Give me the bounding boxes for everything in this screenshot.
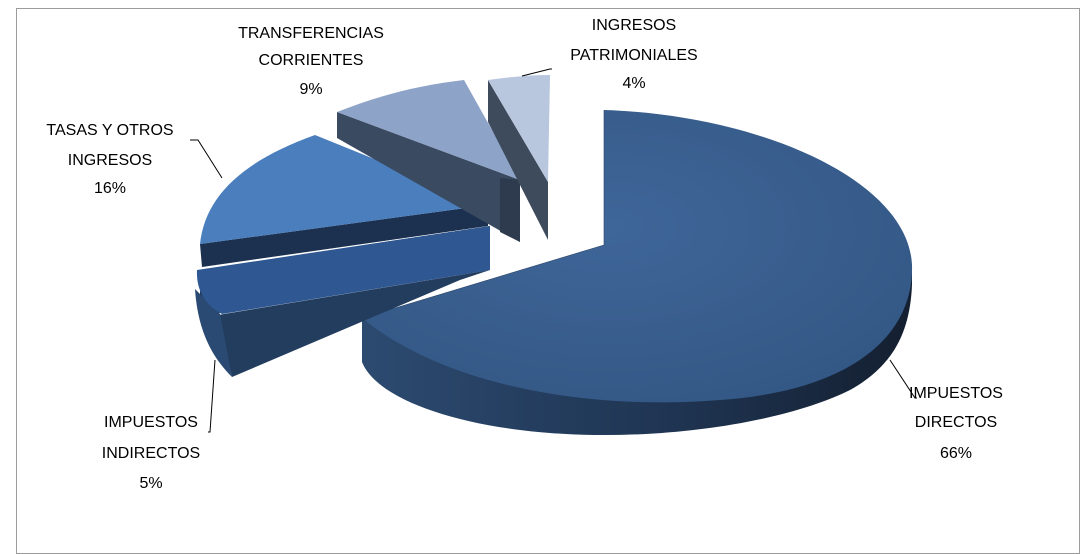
leader-line-impuestos-indirectos [208, 359, 216, 433]
pie-slice-transferencias-corrientes [337, 80, 520, 242]
slice-label-ingresos-patrimoniales: INGRESOS PATRIMONIALES 4% [570, 17, 697, 92]
slice-label-impuestos-indirectos: IMPUESTOS INDIRECTOS 5% [102, 414, 200, 492]
slice-label-text: CORRIENTES [259, 52, 364, 69]
leader-line-tasas-y-otros-ingresos [190, 139, 223, 179]
slice-value-label: 5% [139, 475, 162, 492]
leader-line-impuestos-directos [889, 359, 917, 399]
slice-value-label: 9% [299, 81, 322, 98]
pie-slice-impuestos-directos [361, 110, 913, 436]
leader-line-ingresos-patrimoniales [521, 68, 552, 77]
slice-value-label: 4% [622, 75, 645, 92]
slice-label-text: IMPUESTOS [909, 385, 1003, 402]
pie-slice-impuestos-indirectos [195, 226, 490, 377]
slice-label-transferencias-corrientes: TRANSFERENCIAS CORRIENTES 9% [238, 25, 384, 98]
slice-label-text: TASAS Y OTROS [46, 122, 173, 139]
pie-slice-tasas-y-otros-ingresos [200, 135, 488, 267]
slice-label-text: INGRESOS [592, 17, 676, 34]
pie-slice-ingresos-patrimoniales [488, 75, 550, 240]
slice-value-label: 16% [94, 180, 126, 197]
slice-label-text: INGRESOS [68, 152, 152, 169]
slice-label-tasas-y-otros-ingresos: TASAS Y OTROS INGRESOS 16% [46, 122, 173, 197]
slice-label-text: DIRECTOS [915, 414, 997, 431]
slice-label-text: IMPUESTOS [104, 414, 198, 431]
slice-label-text: PATRIMONIALES [570, 47, 697, 64]
slice-value-label: 66% [940, 445, 972, 462]
slice-label-impuestos-directos: IMPUESTOS DIRECTOS 66% [909, 385, 1003, 462]
slice-label-text: INDIRECTOS [102, 445, 200, 462]
slice-label-text: TRANSFERENCIAS [238, 25, 384, 42]
